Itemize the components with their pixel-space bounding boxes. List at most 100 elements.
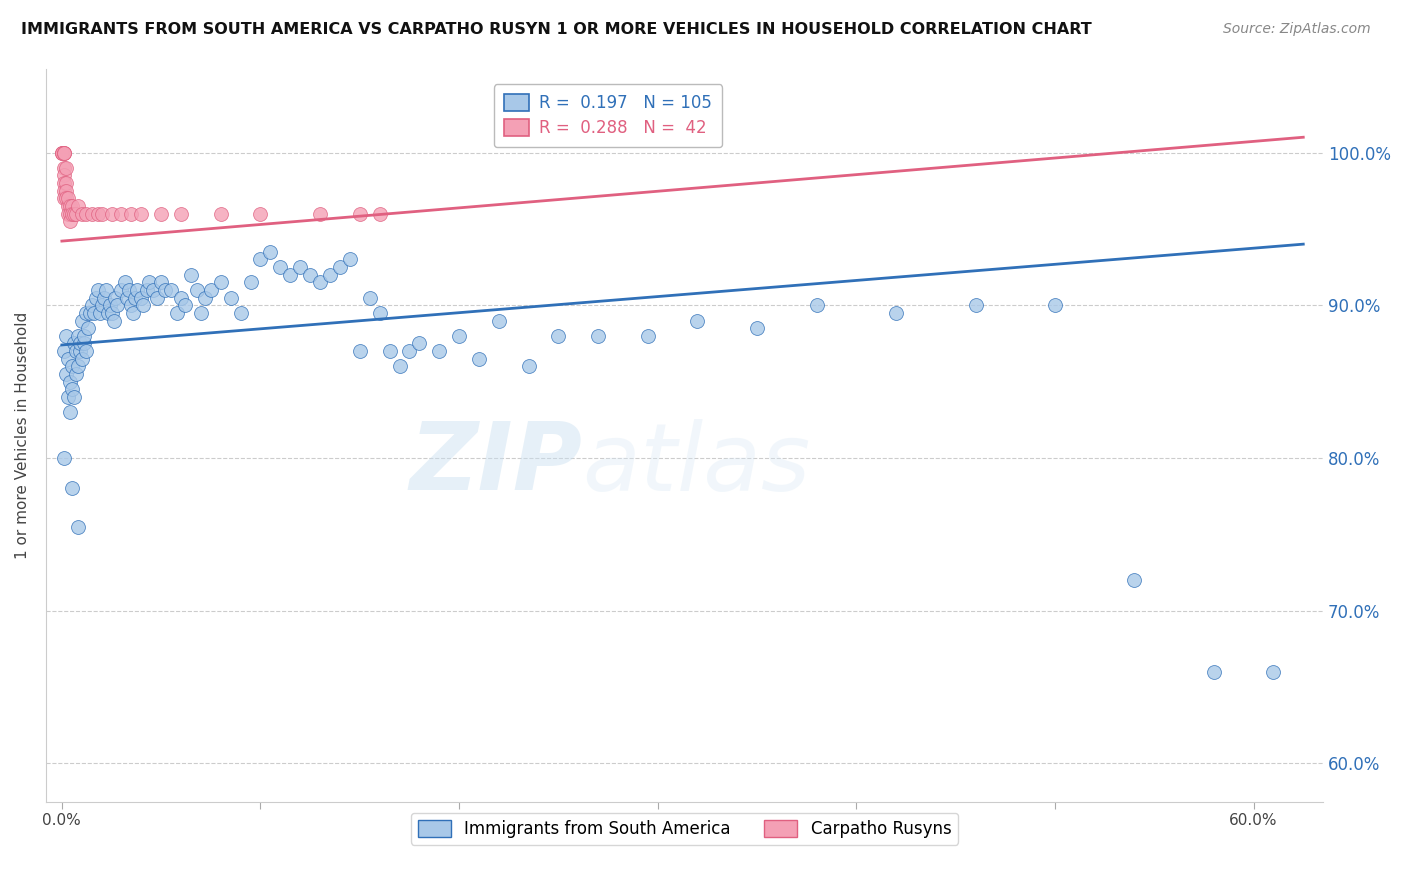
- Point: [146, 291, 169, 305]
- Point: [52, 191, 75, 205]
- Point: [100, 306, 122, 320]
- Point: [806, 298, 828, 312]
- Point: [60, 482, 83, 496]
- Point: [339, 252, 361, 267]
- Point: [309, 276, 332, 290]
- Point: [427, 344, 450, 359]
- Point: [131, 291, 153, 305]
- Point: [368, 306, 391, 320]
- Point: [69, 336, 91, 351]
- Point: [637, 328, 659, 343]
- Point: [98, 298, 121, 312]
- Point: [65, 367, 87, 381]
- Point: [186, 283, 208, 297]
- Point: [70, 351, 93, 366]
- Point: [59, 214, 82, 228]
- Point: [66, 359, 89, 374]
- Point: [79, 306, 101, 320]
- Point: [60, 206, 83, 220]
- Point: [60, 199, 83, 213]
- Point: [132, 298, 155, 312]
- Point: [547, 328, 569, 343]
- Point: [66, 519, 89, 533]
- Point: [55, 328, 77, 343]
- Point: [586, 328, 609, 343]
- Point: [127, 283, 149, 297]
- Point: [52, 169, 75, 183]
- Point: [59, 206, 82, 220]
- Point: [349, 206, 371, 220]
- Point: [107, 298, 129, 312]
- Point: [52, 176, 75, 190]
- Point: [745, 321, 768, 335]
- Point: [93, 291, 115, 305]
- Point: [51, 145, 73, 160]
- Point: [66, 328, 89, 343]
- Point: [104, 291, 127, 305]
- Point: [52, 145, 75, 160]
- Point: [90, 298, 112, 312]
- Point: [517, 359, 540, 374]
- Point: [83, 306, 105, 320]
- Point: [120, 298, 142, 312]
- Point: [259, 244, 281, 259]
- Point: [55, 367, 77, 381]
- Point: [70, 206, 93, 220]
- Point: [194, 291, 217, 305]
- Point: [319, 268, 342, 282]
- Point: [200, 283, 222, 297]
- Point: [309, 206, 332, 220]
- Text: Source: ZipAtlas.com: Source: ZipAtlas.com: [1223, 22, 1371, 37]
- Point: [94, 283, 117, 297]
- Point: [170, 206, 193, 220]
- Point: [89, 306, 111, 320]
- Point: [166, 306, 188, 320]
- Point: [1263, 665, 1285, 679]
- Point: [278, 268, 301, 282]
- Point: [56, 206, 79, 220]
- Point: [131, 206, 153, 220]
- Point: [80, 298, 103, 312]
- Point: [55, 161, 77, 175]
- Text: atlas: atlas: [582, 419, 811, 510]
- Point: [686, 313, 709, 327]
- Point: [170, 291, 193, 305]
- Point: [52, 184, 75, 198]
- Point: [209, 276, 232, 290]
- Point: [65, 206, 87, 220]
- Point: [408, 336, 430, 351]
- Point: [110, 206, 132, 220]
- Point: [138, 276, 160, 290]
- Point: [349, 344, 371, 359]
- Point: [73, 336, 96, 351]
- Point: [56, 191, 79, 205]
- Point: [55, 184, 77, 198]
- Point: [90, 206, 112, 220]
- Point: [150, 276, 173, 290]
- Point: [75, 344, 97, 359]
- Point: [124, 291, 146, 305]
- Point: [55, 191, 77, 205]
- Point: [884, 306, 907, 320]
- Point: [51, 145, 73, 160]
- Point: [100, 206, 122, 220]
- Point: [388, 359, 411, 374]
- Point: [136, 283, 159, 297]
- Point: [329, 260, 352, 274]
- Point: [59, 375, 82, 389]
- Point: [60, 382, 83, 396]
- Text: IMMIGRANTS FROM SOUTH AMERICA VS CARPATHO RUSYN 1 OR MORE VEHICLES IN HOUSEHOLD : IMMIGRANTS FROM SOUTH AMERICA VS CARPATH…: [21, 22, 1092, 37]
- Point: [52, 344, 75, 359]
- Point: [69, 344, 91, 359]
- Point: [62, 390, 84, 404]
- Point: [59, 199, 82, 213]
- Point: [1202, 665, 1225, 679]
- Point: [118, 283, 141, 297]
- Point: [468, 351, 491, 366]
- Point: [150, 206, 173, 220]
- Point: [142, 283, 165, 297]
- Point: [449, 328, 471, 343]
- Y-axis label: 1 or more Vehicles in Household: 1 or more Vehicles in Household: [15, 311, 30, 558]
- Point: [153, 283, 176, 297]
- Point: [359, 291, 381, 305]
